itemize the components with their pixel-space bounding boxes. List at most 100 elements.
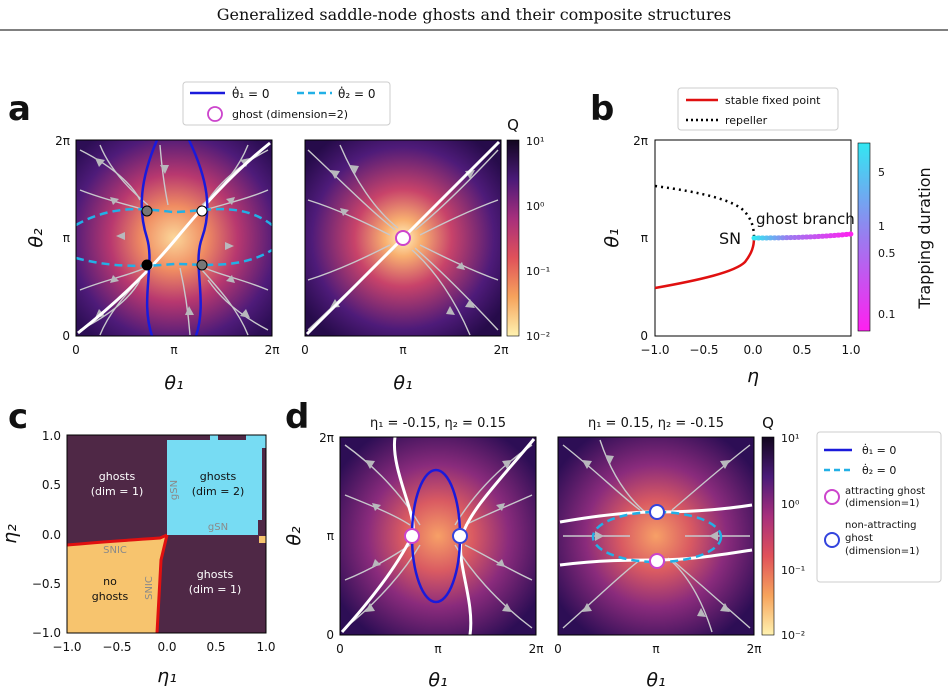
b-xtick-5: 1.0 — [841, 343, 860, 357]
colorbar-b: 5 1 0.5 0.1 Trapping duration — [857, 142, 934, 332]
d2-xlabel: θ₁ — [646, 669, 665, 691]
plot-d1: η₁ = -0.15, η₂ = 0.15 2π π 0 0 — [283, 416, 543, 691]
a1-ytick-2pi: 2π — [55, 134, 70, 148]
legend-d-attracting-2: (dimension=1) — [845, 498, 919, 509]
c-ytick-2: 0.5 — [42, 478, 61, 492]
small-patch — [259, 536, 266, 543]
panel-label-a: a — [8, 89, 31, 129]
cbar-a-tick-1: 10¹ — [526, 135, 544, 148]
region-label-tl-2: (dim = 1) — [91, 485, 144, 498]
b-ytick-2pi: 2π — [633, 134, 648, 148]
ghost-attracting-d1-right — [452, 528, 468, 544]
c-xlabel: η₁ — [157, 665, 177, 687]
colorbar-a-title: Q — [507, 116, 519, 134]
a1-xlabel: θ₁ — [164, 372, 183, 394]
a2-xtick-pi: π — [399, 343, 406, 357]
legend-d-attracting-1: attracting ghost — [845, 486, 925, 497]
legend-d-nullcline2: θ̇₂ = 0 — [862, 463, 896, 477]
streamlines-a2 — [307, 144, 499, 336]
d1-title: η₁ = -0.15, η₂ = 0.15 — [370, 416, 506, 431]
plot-a1: 2π π 0 0 π 2π θ₁ θ₂ — [25, 134, 279, 394]
page-header: Generalized saddle-node ghosts and their… — [217, 5, 732, 24]
legend-a-nullcline2: θ̇₂ = 0 — [338, 86, 375, 101]
plot-c: ghosts (dim = 1) ghosts (dim = 1) ghosts… — [0, 429, 276, 687]
ghost-attracting-d1-left — [404, 528, 420, 544]
region-label-br-2: (dim = 1) — [189, 583, 242, 596]
a1-ytick-0: 0 — [62, 329, 70, 343]
ghost-nonattracting-d2-top — [649, 504, 665, 520]
ghost-marker-a2 — [395, 230, 411, 246]
legend-b: stable fixed point repeller — [677, 87, 839, 131]
cbar-a-tick-3: 10⁻¹ — [526, 265, 550, 278]
panel-label-c: c — [8, 397, 28, 437]
streamline-arrows-d2 — [582, 455, 730, 617]
b-ytick-0: 0 — [640, 329, 648, 343]
legend-a: θ̇₁ = 0 θ̇₂ = 0 ghost (dimension=2) — [182, 81, 391, 126]
d2-title: η₁ = 0.15, η₂ = -0.15 — [588, 416, 724, 431]
region-label-br-1: ghosts — [197, 568, 234, 581]
label-snic-horizontal: SNIC — [103, 545, 127, 556]
c-ytick-1: 1.0 — [42, 429, 61, 443]
legend-a-nullcline1: θ̇₁ = 0 — [232, 86, 269, 101]
snic-boundary-vertical — [155, 534, 169, 634]
fixed-point-a1-tr — [196, 205, 208, 217]
cbar-b-tick-01: 0.1 — [878, 308, 896, 321]
panel-label-d: d — [285, 397, 309, 437]
colorbar-b-title: Trapping duration — [915, 167, 934, 309]
b-xtick-3: 0.0 — [743, 343, 762, 357]
fixed-point-a1-tl — [141, 205, 153, 217]
c-xtick-2: −0.5 — [102, 640, 131, 654]
d1-ylabel: θ₂ — [283, 526, 305, 546]
b-ylabel: θ₁ — [601, 228, 623, 247]
cbar-d-tick-3: 10⁻¹ — [781, 564, 805, 577]
c-ytick-4: −0.5 — [32, 577, 61, 591]
label-snic-vertical: SNIC — [144, 576, 155, 600]
legend-d: θ̇₁ = 0 θ̇₂ = 0 attracting ghost (dimens… — [816, 431, 942, 583]
fixed-point-a1-br — [196, 259, 208, 271]
a2-xtick-0: 0 — [301, 343, 309, 357]
legend-d-nonattracting-2: ghost — [845, 533, 873, 544]
region-dim2 — [167, 435, 266, 535]
d1-ytick-2pi: 2π — [319, 431, 334, 445]
annotation-ghost-branch: ghost branch — [756, 210, 855, 228]
b-ytick-pi: π — [641, 231, 648, 245]
label-gsn-horizontal: gSN — [208, 522, 228, 533]
colorbar-d: Q 10¹ 10⁰ 10⁻¹ 10⁻² — [761, 414, 805, 642]
a2-xtick-2pi: 2π — [494, 343, 509, 357]
b-xtick-1: −1.0 — [640, 343, 669, 357]
legend-b-stable: stable fixed point — [725, 94, 821, 107]
c-xtick-1: −1.0 — [52, 640, 81, 654]
a1-ytick-pi: π — [63, 231, 70, 245]
cbar-b-tick-1: 1 — [878, 220, 885, 233]
d1-ytick-0: 0 — [326, 628, 334, 642]
legend-d-nonattracting-3: (dimension=1) — [845, 546, 919, 557]
d1-xtick-2pi: 2π — [529, 642, 544, 656]
stable-curve — [654, 237, 756, 290]
cbar-d-tick-4: 10⁻² — [781, 629, 805, 642]
cbar-a-tick-4: 10⁻² — [526, 330, 550, 343]
legend-b-repeller: repeller — [725, 114, 768, 127]
a1-xtick-pi: π — [170, 343, 177, 357]
a2-xlabel: θ₁ — [393, 372, 412, 394]
plot-a2: 0 π 2π θ₁ — [301, 139, 509, 394]
a1-ylabel: θ₂ — [25, 228, 47, 248]
c-ytick-5: −1.0 — [32, 626, 61, 640]
c-xtick-4: 0.5 — [206, 640, 225, 654]
d1-xtick-pi: π — [434, 642, 441, 656]
plot-b: SN ghost branch 2π π 0 −1.0 −0.5 0.0 0.5… — [601, 134, 861, 387]
streamlines-d2 — [562, 439, 751, 633]
b-xtick-2: −0.5 — [689, 343, 718, 357]
label-gsn-vertical: gSN — [169, 480, 180, 500]
region-label-tl-1: ghosts — [99, 470, 136, 483]
cbar-b-tick-05: 0.5 — [878, 247, 896, 260]
d1-ytick-pi: π — [327, 529, 334, 543]
d2-xtick-pi: π — [652, 642, 659, 656]
cbar-b-tick-5: 5 — [878, 166, 885, 179]
ghost-attracting-d2-bottom — [649, 553, 665, 569]
a1-xtick-0: 0 — [72, 343, 80, 357]
streamline-arrows-d1 — [365, 460, 512, 612]
b-xlabel: η — [747, 365, 759, 387]
d2-xtick-2pi: 2π — [747, 642, 762, 656]
nullcline1-right-a1 — [187, 139, 209, 337]
